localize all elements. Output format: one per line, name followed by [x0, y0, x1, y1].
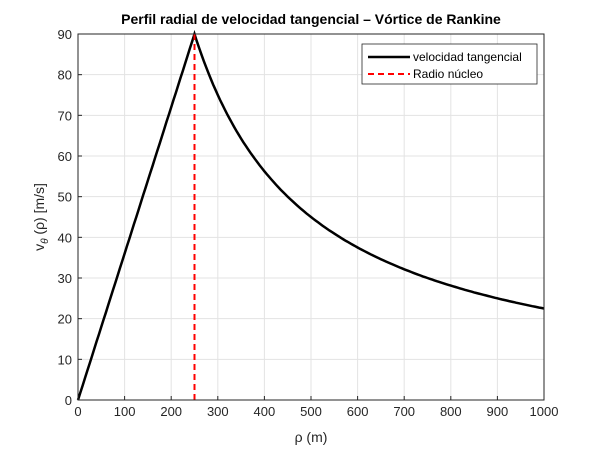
x-tick-label: 600 — [347, 404, 369, 419]
y-tick-label: 80 — [58, 68, 72, 83]
legend-label-radio: Radio núcleo — [413, 67, 483, 81]
y-tick-label: 40 — [58, 230, 72, 245]
x-tick-label: 900 — [487, 404, 509, 419]
y-tick-label: 30 — [58, 271, 72, 286]
chart-title: Perfil radial de velocidad tangencial – … — [121, 11, 501, 27]
x-tick-label: 300 — [207, 404, 229, 419]
x-tick-label: 400 — [254, 404, 276, 419]
ticks: 0 100 200 300 400 500 600 700 800 900 1000 0 10 20 30 4… — [58, 27, 559, 419]
x-tick-label: 700 — [393, 404, 415, 419]
axes-box — [77, 33, 545, 401]
x-tick-label: 1000 — [530, 404, 559, 419]
x-tick-label: 500 — [300, 404, 322, 419]
y-tick-label: 60 — [58, 149, 72, 164]
y-tick-label: 90 — [58, 27, 72, 42]
y-tick-label: 50 — [58, 190, 72, 205]
x-axis-label: ρ (m) — [295, 429, 328, 445]
series-line-velocidad — [76, 29, 545, 401]
x-tick-label: 800 — [440, 404, 462, 419]
y-tick-label: 10 — [58, 352, 72, 367]
x-tick-label: 200 — [160, 404, 182, 419]
legend[interactable]: velocidad tangencial Radio núcleo — [361, 43, 538, 85]
y-axis-label: vθ (ρ) [m/s] — [31, 183, 51, 251]
x-tick-label: 100 — [114, 404, 136, 419]
series — [76, 29, 545, 401]
y-tick-label: 0 — [65, 393, 72, 408]
y-tick-label: 20 — [58, 312, 72, 327]
x-tick-label: 0 — [74, 404, 81, 419]
legend-label-velocidad: velocidad tangencial — [413, 50, 522, 64]
legend-box — [361, 43, 538, 85]
y-tick-label: 70 — [58, 108, 72, 123]
